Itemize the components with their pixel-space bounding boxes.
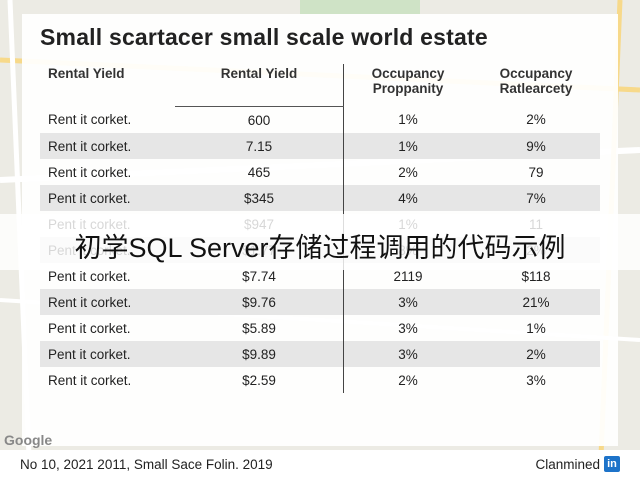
title: Small scartacer small scale world estate — [40, 24, 488, 50]
table-cell: Rent it corket. — [40, 133, 175, 159]
table-cell: $345 — [175, 185, 344, 211]
table-cell: Rent it corket. — [40, 289, 175, 315]
table-cell: 7% — [472, 185, 600, 211]
table-cell: 1% — [526, 320, 546, 336]
table-cell: 3% — [526, 372, 546, 388]
table-cell: Rent it corket. — [48, 372, 132, 388]
table-cell: 4% — [343, 185, 472, 211]
table-cell: 1% — [343, 106, 472, 133]
table-cell: 7.15 — [175, 133, 344, 159]
table-cell: $118 — [521, 268, 551, 284]
table-cell: $9.76 — [175, 289, 344, 315]
table-row: Pent it corket. $5.89 3% 1% — [40, 315, 600, 341]
park — [300, 0, 420, 14]
table-cell: 3% — [343, 289, 472, 315]
table-row: Pent it corket. $9.89 3% 2% — [40, 341, 600, 367]
table-cell: 2% — [343, 159, 472, 185]
header-row: Rental Yield Rental Yield Occupancy Proppa… — [40, 64, 600, 107]
table-row: Rent it corket. $2.59 2% 3% — [40, 367, 600, 393]
table-cell: $5.89 — [242, 320, 276, 336]
table-cell: Rent it corket. — [48, 164, 132, 180]
table-cell: Rent it corket. — [48, 112, 132, 128]
footer-note: No 10, 2021 2011, Small Sace Folin. 2019 — [20, 457, 273, 472]
table-cell: 9% — [472, 133, 600, 159]
table-cell: $2.59 — [242, 372, 276, 388]
table-cell: 2% — [472, 341, 600, 367]
brand-name: Clanmined — [535, 457, 600, 472]
caption-banner: 初学SQL Server存储过程调用的代码示例 — [0, 214, 640, 270]
column-header: Rental Yield — [48, 66, 125, 81]
table-cell: 2% — [343, 367, 472, 393]
table-cell: 600 — [247, 112, 271, 128]
table-cell: Pent it corket. — [48, 268, 131, 284]
table-cell: 79 — [528, 164, 544, 180]
table-cell: 2% — [526, 112, 546, 128]
table-row: Rent it corket. 465 2% 79 — [40, 159, 600, 185]
column-header: Occupancy Ratlearcety — [499, 66, 573, 96]
table-row: Rent it corket. 7.15 1% 9% — [40, 133, 600, 159]
column-header: Occupancy Proppanity — [343, 64, 472, 107]
table-cell: $9.89 — [175, 341, 344, 367]
table-cell: $7.74 — [242, 268, 276, 284]
table-cell: 21% — [472, 289, 600, 315]
table-cell: Pent it corket. — [40, 185, 175, 211]
caption-text: 初学SQL Server存储过程调用的代码示例 — [74, 233, 566, 263]
table-cell: 1% — [343, 133, 472, 159]
column-header: Rental Yield — [175, 64, 344, 107]
table-cell: Pent it corket. — [40, 341, 175, 367]
table-row: Rent it corket. $9.76 3% 21% — [40, 289, 600, 315]
table-row: Rent it corket. 600 1% 2% — [40, 106, 600, 133]
table-cell: Pent it corket. — [48, 320, 131, 336]
table-cell: 3% — [343, 315, 472, 341]
table-row: Pent it corket. $345 4% 7% — [40, 185, 600, 211]
brand-icon: in — [604, 456, 620, 472]
table-cell: 465 — [247, 164, 271, 180]
table-cell: 3% — [343, 341, 472, 367]
map-logo: Google — [4, 432, 53, 448]
footer: No 10, 2021 2011, Small Sace Folin. 2019… — [0, 450, 640, 480]
